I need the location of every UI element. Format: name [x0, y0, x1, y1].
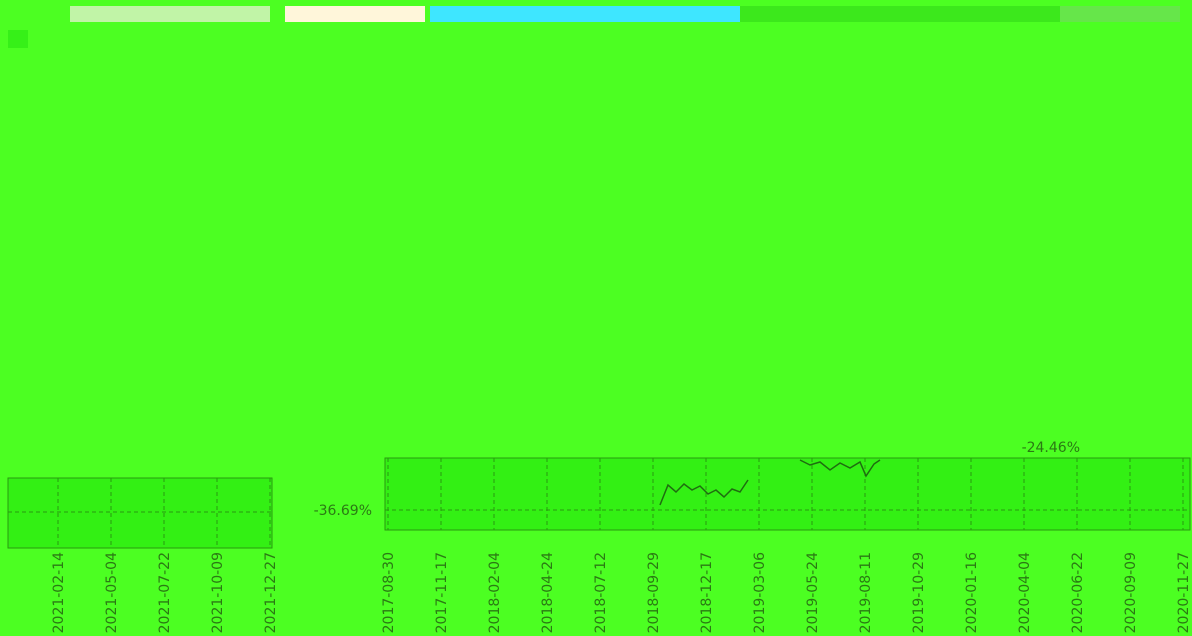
x-tick-label: 2021-10-09	[210, 552, 226, 633]
x-tick-label: 2020-06-22	[1070, 552, 1086, 633]
x-tick-label: 2021-07-22	[157, 552, 173, 633]
x-tick-label: 2018-09-29	[646, 552, 662, 633]
x-tick-label: 2021-02-14	[51, 552, 67, 633]
x-tick-label: 2019-08-11	[858, 552, 874, 633]
x-tick-label: 2021-05-04	[104, 552, 120, 633]
drawdown-line	[799, 459, 881, 478]
x-tick-label: 2020-11-27	[1176, 552, 1192, 633]
drawdown-line	[659, 479, 749, 506]
drawdown-label: -24.46%	[1022, 440, 1080, 456]
x-tick-label: 2017-08-30	[381, 552, 397, 633]
x-tick-label: 2020-01-16	[964, 552, 980, 633]
x-tick-label: 2020-09-09	[1123, 552, 1139, 633]
right-chart-box	[384, 457, 1191, 531]
x-tick-label: 2018-12-17	[699, 552, 715, 633]
x-tick-label: 2020-04-04	[1017, 552, 1033, 633]
x-tick-label: 2019-05-24	[805, 552, 821, 633]
x-tick-label: 2018-02-04	[487, 552, 503, 633]
x-tick-label: 2018-04-24	[540, 552, 556, 633]
x-tick-label: 2017-11-17	[434, 552, 450, 633]
left-chart-box	[7, 477, 273, 549]
x-tick-label: 2018-07-12	[593, 552, 609, 633]
left-chart	[7, 477, 273, 549]
right-chart: -36.69% -24.46%	[314, 440, 1191, 531]
x-tick-label: 2019-10-29	[911, 552, 927, 633]
x-tick-label: 2021-12-27	[263, 552, 279, 633]
x-labels: 2021-02-14 2021-05-04 2021-07-22 2021-10-09…	[51, 552, 1192, 633]
top-strip	[0, 0, 1192, 48]
x-tick-label: 2019-03-06	[752, 552, 768, 633]
drawdown-label: -36.69%	[314, 503, 372, 519]
